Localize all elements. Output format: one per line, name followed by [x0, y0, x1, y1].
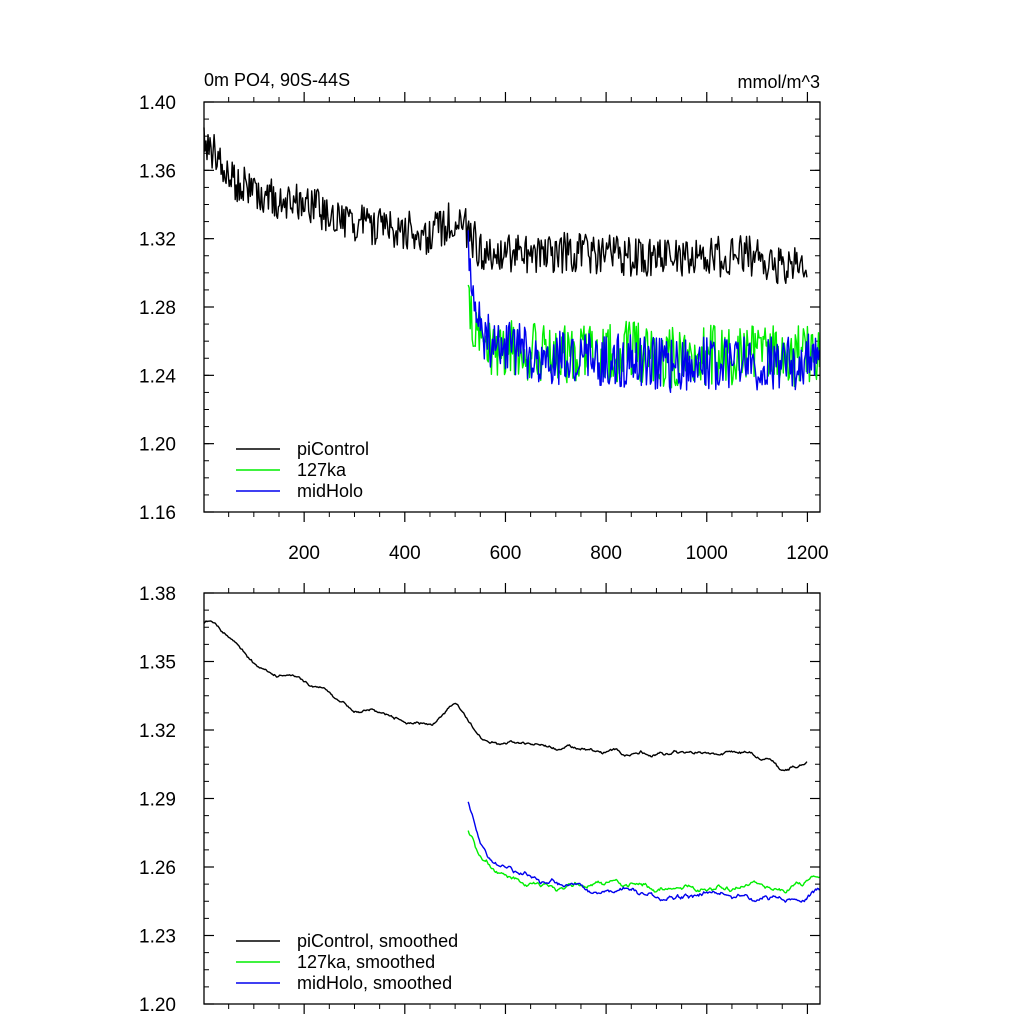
y-tick-label: 1.29 — [139, 790, 176, 811]
series-line-0 — [203, 620, 808, 772]
bottom-plot-frame — [203, 592, 821, 1005]
bottom-panel: 1.20 1.23 1.26 1.29 1.32 1.35 1.38 piControl, … — [139, 583, 821, 1016]
x-tick-label: 1000 — [686, 543, 728, 564]
y-tick-label: 1.26 — [139, 858, 176, 879]
y-tick-label: 1.16 — [139, 503, 176, 524]
legend-label: 127ka — [297, 460, 347, 480]
bottom-series-lines — [203, 620, 821, 903]
legend-label: 127ka, smoothed — [297, 952, 435, 972]
y-tick-label: 1.32 — [139, 721, 176, 742]
series-line-1 — [467, 830, 820, 894]
top-panel-title: 0m PO4, 90S-44S — [204, 70, 350, 90]
series-line-0 — [203, 127, 808, 285]
y-tick-label: 1.40 — [139, 93, 176, 114]
x-tick-label: 800 — [590, 543, 622, 564]
y-tick-label: 1.20 — [139, 435, 176, 456]
y-tick-label: 1.35 — [139, 653, 176, 674]
x-tick-label: 200 — [288, 543, 320, 564]
y-tick-label: 1.24 — [139, 366, 176, 387]
legend-label: midHolo — [297, 481, 363, 501]
series-line-2 — [467, 230, 821, 393]
top-series-lines — [203, 127, 821, 393]
legend-label: piControl — [297, 439, 369, 459]
y-tick-label: 1.28 — [139, 298, 176, 319]
top-plot-frame — [203, 101, 821, 513]
y-tick-label: 1.36 — [139, 161, 176, 182]
y-tick-label: 1.32 — [139, 230, 176, 251]
y-tick-label: 1.38 — [139, 584, 176, 605]
top-panel: 0m PO4, 90S-44S mmol/m^3 1.16 1.20 1.24 1.2… — [139, 70, 829, 564]
y-tick-label: 1.23 — [139, 927, 176, 948]
top-panel-units: mmol/m^3 — [738, 72, 820, 92]
y-tick-label: 1.20 — [139, 995, 176, 1016]
bottom-axes: 1.20 1.23 1.26 1.29 1.32 1.35 1.38 — [139, 583, 820, 1016]
legend-label: midHolo, smoothed — [297, 973, 452, 993]
legend-label: piControl, smoothed — [297, 931, 458, 951]
series-line-2 — [467, 801, 821, 903]
x-tick-label: 400 — [389, 543, 421, 564]
top-axes: 1.16 1.20 1.24 1.28 1.32 1.36 1.40 200 400 600 800… — [139, 92, 829, 564]
x-tick-label: 600 — [490, 543, 522, 564]
x-tick-label: 1200 — [786, 543, 828, 564]
